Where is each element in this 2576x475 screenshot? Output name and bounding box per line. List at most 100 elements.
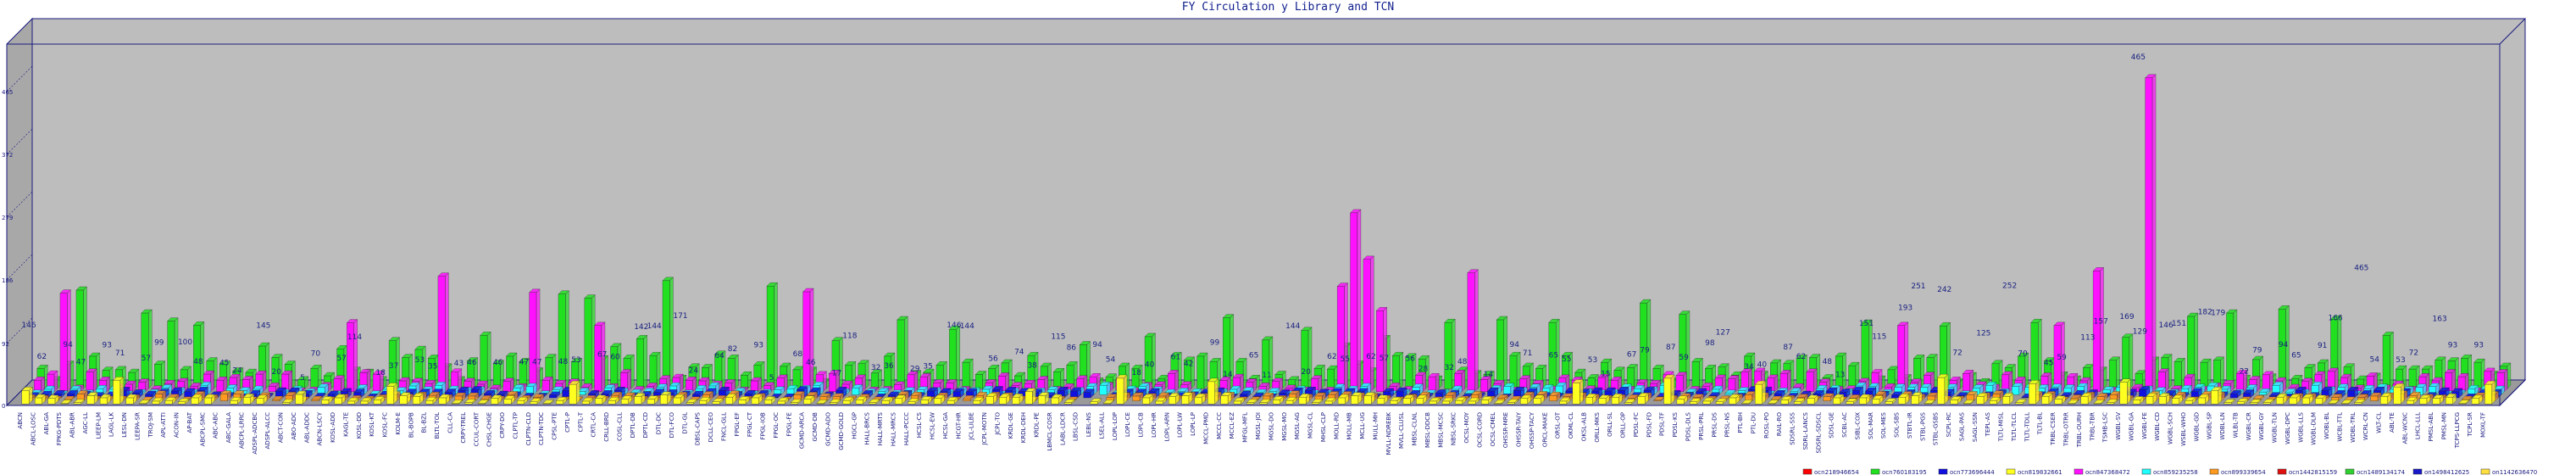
x-tick-label-138: SDSRL-SDSCL — [1815, 412, 1822, 454]
bar-side-24-1 — [353, 319, 358, 393]
bar-APL-ATTI-5 — [164, 400, 173, 405]
legend-swatch-10 — [2480, 468, 2490, 475]
x-tick-label-36: CHSL-CHGE — [486, 412, 493, 447]
bar-side-56-0 — [774, 282, 778, 389]
x-tick-label-104: MULL-MH — [1372, 412, 1379, 440]
data-label-6: 57 — [142, 355, 151, 363]
bar-SDSRL-SSS-1 — [1806, 372, 1814, 392]
bar-side-66-5 — [889, 396, 893, 405]
bar-ABL-ADDC-4 — [311, 399, 319, 401]
bar-side-94-0 — [1269, 336, 1274, 389]
bar-WDBL-LN-1 — [2236, 373, 2244, 392]
data-label-25: 47 — [519, 358, 529, 366]
bar-LEBL-NS-5 — [1090, 401, 1098, 405]
bar-side-90-5 — [1202, 393, 1206, 405]
bar-side-87-5 — [1163, 397, 1167, 405]
x-tick-label-165: WGBL-SCH — [2168, 412, 2174, 444]
x-tick-label-72: HCGT-HR — [955, 412, 962, 439]
data-label-48: 144 — [960, 322, 974, 331]
bar-side-126-5 — [1670, 374, 1675, 405]
x-tick-label-80: LABL-LDCR — [1059, 412, 1066, 445]
bar-ORLL-SL-5 — [1611, 397, 1619, 405]
data-label-28: 53 — [571, 356, 580, 365]
bar-side-63-5 — [849, 396, 854, 405]
bar-side-159-4 — [2103, 393, 2108, 401]
bar-side-150-5 — [1983, 393, 1988, 405]
data-label-26: 47 — [532, 358, 541, 366]
bar-side-189-1 — [2504, 369, 2508, 393]
bar-side-70-5 — [941, 394, 945, 405]
bar-STBL-GSBS-5 — [1937, 377, 1946, 405]
bar-side-145-0 — [1934, 354, 1938, 389]
bar-side-26-5 — [367, 397, 372, 405]
legend-swatch-9 — [2412, 468, 2423, 475]
legend-label-3: ocn819832661 — [2018, 469, 2062, 475]
bar-PTL-BH-5 — [1741, 403, 1750, 405]
bar-side-40-5 — [550, 400, 554, 405]
x-tick-label-123: ORLL-OP — [1620, 412, 1627, 439]
x-tick-label-185: PMSL-ABL — [2428, 412, 2434, 441]
bar-TLTL-TLCL-5 — [2015, 402, 2024, 405]
bar-side-189-0 — [2507, 362, 2512, 389]
data-label-80: 15 — [1601, 370, 1610, 378]
bar-side-79-3 — [1064, 386, 1069, 399]
x-tick-label-18: ADSPL-ADCBC — [252, 412, 258, 455]
bar-side-87-1 — [1174, 369, 1179, 393]
x-tick-label-147: STBL-GSBS — [1933, 411, 1940, 445]
bar-LABL-LDCR-5 — [1063, 402, 1072, 405]
bar-ABL-ABR-5 — [74, 402, 81, 405]
legend: ocn218946654 ocn760183195 ocn773696444 ocn8… — [1802, 468, 2537, 475]
bar-side-0-5 — [29, 386, 33, 405]
x-tick-label-93: MCCL-EZ — [1229, 412, 1235, 439]
bar-MBSL-DDCB-5 — [1429, 400, 1437, 405]
bar-side-130-2 — [1732, 389, 1736, 395]
data-label-54: 94 — [1092, 341, 1102, 349]
bar-CLPTN-TDC-5 — [542, 403, 551, 405]
bar-side-53-0 — [735, 355, 739, 389]
bar-side-58-5 — [785, 397, 789, 405]
data-label-18: 18 — [376, 369, 386, 377]
bar-side-55-5 — [745, 396, 750, 405]
data-label-71: 28 — [1418, 366, 1429, 374]
bar-SDRL-LANCS-5 — [1807, 398, 1815, 405]
data-label-94: 115 — [1872, 333, 1886, 342]
bar-side-169-5 — [2231, 399, 2235, 405]
bar-HGCL-GP-5 — [855, 400, 863, 405]
bar-PTL-DU-5 — [1755, 383, 1763, 405]
bar-side-33-4 — [462, 392, 466, 401]
bar-side-27-5 — [380, 396, 385, 405]
bar-side-78-5 — [1045, 392, 1049, 405]
bar-side-107-1 — [1435, 372, 1440, 393]
bar-ORLL-MKS-5 — [1598, 398, 1607, 405]
bar-NBSL-SRKC-1 — [1467, 272, 1475, 392]
bar-ABCPL-SMC-1 — [216, 380, 225, 392]
bar-side-55-0 — [760, 360, 765, 389]
bar-GCMD-ADO-5 — [830, 402, 837, 405]
x-tick-label-77: KRDL-DEH — [1020, 412, 1027, 443]
bar-CRPY-DO-5 — [503, 399, 512, 405]
data-label-68: 62 — [1366, 353, 1375, 361]
bar-side-140-5 — [1853, 398, 1857, 405]
bar-MCCL-EZ-5 — [1233, 400, 1241, 405]
bar-side-0-1 — [41, 376, 45, 393]
data-label-21: 35 — [428, 363, 437, 372]
bar-MFGL-MFL-0 — [1262, 339, 1270, 389]
data-label-29: 67 — [597, 351, 607, 360]
bar-side-97-5 — [1292, 396, 1297, 405]
bar-side-149-2 — [1979, 384, 1984, 395]
bar-side-160-0 — [2129, 333, 2134, 389]
bar-KAGL-TE-5 — [347, 400, 355, 405]
bar-side-153-5 — [2023, 399, 2027, 405]
bar-side-185-5 — [2440, 394, 2444, 405]
bar-KRDL-PE-5 — [1038, 395, 1046, 405]
data-label-70: 56 — [1405, 355, 1415, 363]
bar-CPTL-P-5 — [569, 383, 577, 405]
x-tick-label-70: HCSL-EW — [930, 412, 936, 439]
bar-SIBL-COX-5 — [1859, 397, 1867, 405]
bar-ROSL-PO-5 — [1768, 403, 1776, 405]
x-tick-label-176: WGBL-DLM — [2311, 412, 2318, 445]
data-label-32: 144 — [647, 322, 662, 331]
data-label-101: 70 — [2018, 349, 2028, 358]
x-tick-label-27: KOSL-KT — [369, 411, 375, 437]
bar-AP-BAT-5 — [191, 397, 199, 405]
